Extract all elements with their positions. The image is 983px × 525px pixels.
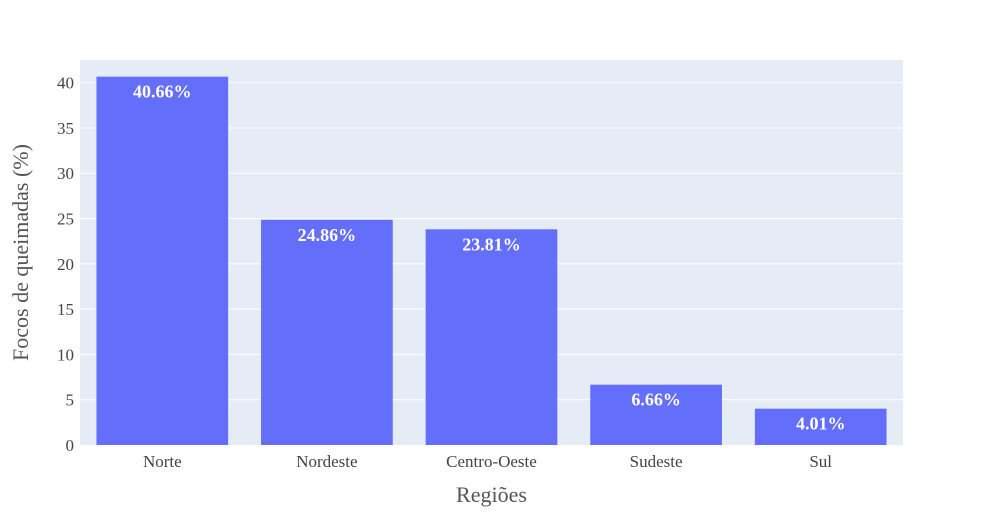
y-tick-label: 15	[57, 300, 74, 319]
x-tick-label: Sudeste	[630, 452, 683, 471]
y-tick-label: 20	[57, 255, 74, 274]
bar-sudeste	[590, 384, 722, 445]
data-labels: 40.66% 24.86% 23.81% 6.66% 4.01%	[133, 82, 845, 434]
bar-centro-oeste	[425, 229, 558, 445]
x-tick-label: Nordeste	[296, 452, 357, 471]
y-tick-label: 30	[57, 164, 74, 183]
bar-value-label: 24.86%	[298, 225, 357, 245]
y-tick-label: 5	[66, 391, 75, 410]
x-axis-title: Regiões	[456, 482, 527, 507]
bar-value-label: 23.81%	[462, 234, 521, 254]
x-axis-ticks: Norte Nordeste Centro-Oeste Sudeste Sul	[143, 452, 832, 471]
bar-value-label: 6.66%	[631, 390, 681, 410]
y-axis-title: Focos de queimadas (%)	[8, 144, 33, 361]
bars	[96, 76, 887, 445]
bar-nordeste	[261, 219, 393, 445]
bar-value-label: 4.01%	[796, 414, 846, 434]
bar-norte	[96, 76, 229, 445]
y-axis-ticks: 0 5 10 15 20 25 30 35 40	[57, 74, 74, 455]
y-tick-label: 25	[57, 210, 74, 229]
y-tick-label: 40	[57, 74, 74, 93]
bar-value-label: 40.66%	[133, 82, 192, 102]
x-tick-label: Sul	[809, 452, 832, 471]
x-tick-label: Centro-Oeste	[446, 452, 537, 471]
x-tick-label: Norte	[143, 452, 182, 471]
y-tick-label: 35	[57, 119, 74, 138]
y-tick-label: 0	[66, 436, 75, 455]
y-tick-label: 10	[57, 345, 74, 364]
bar-sul	[754, 408, 887, 445]
